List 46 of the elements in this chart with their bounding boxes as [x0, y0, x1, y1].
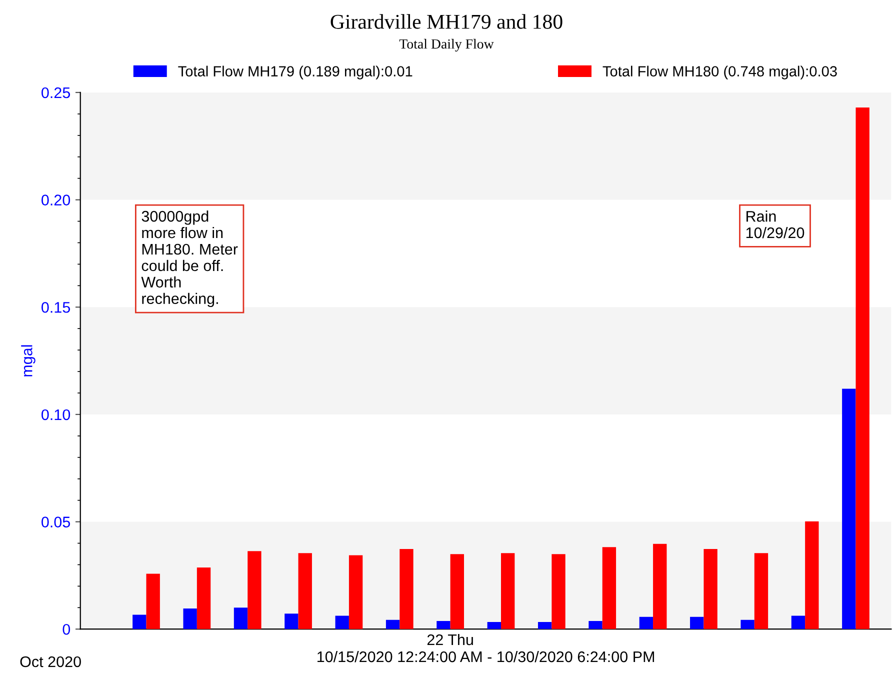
bar: [248, 551, 262, 630]
y-tick-label: 0: [62, 624, 70, 635]
y-tick-label: 0.25: [42, 87, 70, 98]
y-tick-label: 0.05: [42, 516, 70, 528]
bar: [740, 620, 754, 630]
bar: [842, 388, 856, 630]
bar: [639, 616, 654, 630]
bar: [552, 554, 566, 630]
bar: [500, 553, 515, 630]
bar: [538, 622, 552, 630]
bar: [348, 555, 363, 630]
bar: [298, 553, 312, 630]
chart-title: Girardville MH179 and 180: [330, 14, 562, 29]
y-tick-label: 0.15: [42, 302, 70, 313]
bar: [450, 554, 464, 630]
bar: [196, 567, 211, 630]
bar: [146, 574, 160, 630]
chart-subtitle: Total Daily Flow: [399, 38, 494, 52]
annotation: Rain 10/29/20: [746, 210, 804, 238]
y-tick-label: 0.20: [42, 194, 70, 206]
bar: [602, 547, 616, 630]
x-tick-label: 22 Thu: [427, 634, 473, 646]
annotation: 30000gpd more flow in MH180. Meter could be off. Worth rechecking.: [141, 210, 238, 308]
bar: [754, 553, 768, 630]
bar: [284, 614, 298, 630]
bar: [436, 620, 450, 630]
bar: [183, 608, 197, 630]
legend-label: Total Flow MH179 (0.189 mgal):0.01: [178, 66, 412, 80]
bar: [653, 544, 667, 630]
bar: [690, 616, 704, 630]
bar: [386, 620, 400, 630]
legend-label: Total Flow MH180 (0.748 mgal):0.03: [602, 66, 837, 80]
bar: [856, 108, 870, 630]
bar: [791, 616, 806, 630]
bar: [132, 614, 146, 630]
y-tick-label: 0.10: [42, 409, 70, 420]
bar: [335, 616, 349, 630]
bar: [805, 521, 819, 630]
text: Oct 2020: [20, 656, 81, 668]
bar: [588, 620, 602, 630]
bar: [487, 622, 501, 630]
bar: [234, 608, 248, 630]
bar: [400, 549, 414, 630]
x-axis-title: 10/15/2020 12:24:00 AM - 10/30/2020 6:24:00 PM: [318, 650, 654, 662]
bar: [704, 549, 718, 630]
y-axis-title: mgal: [21, 345, 36, 376]
